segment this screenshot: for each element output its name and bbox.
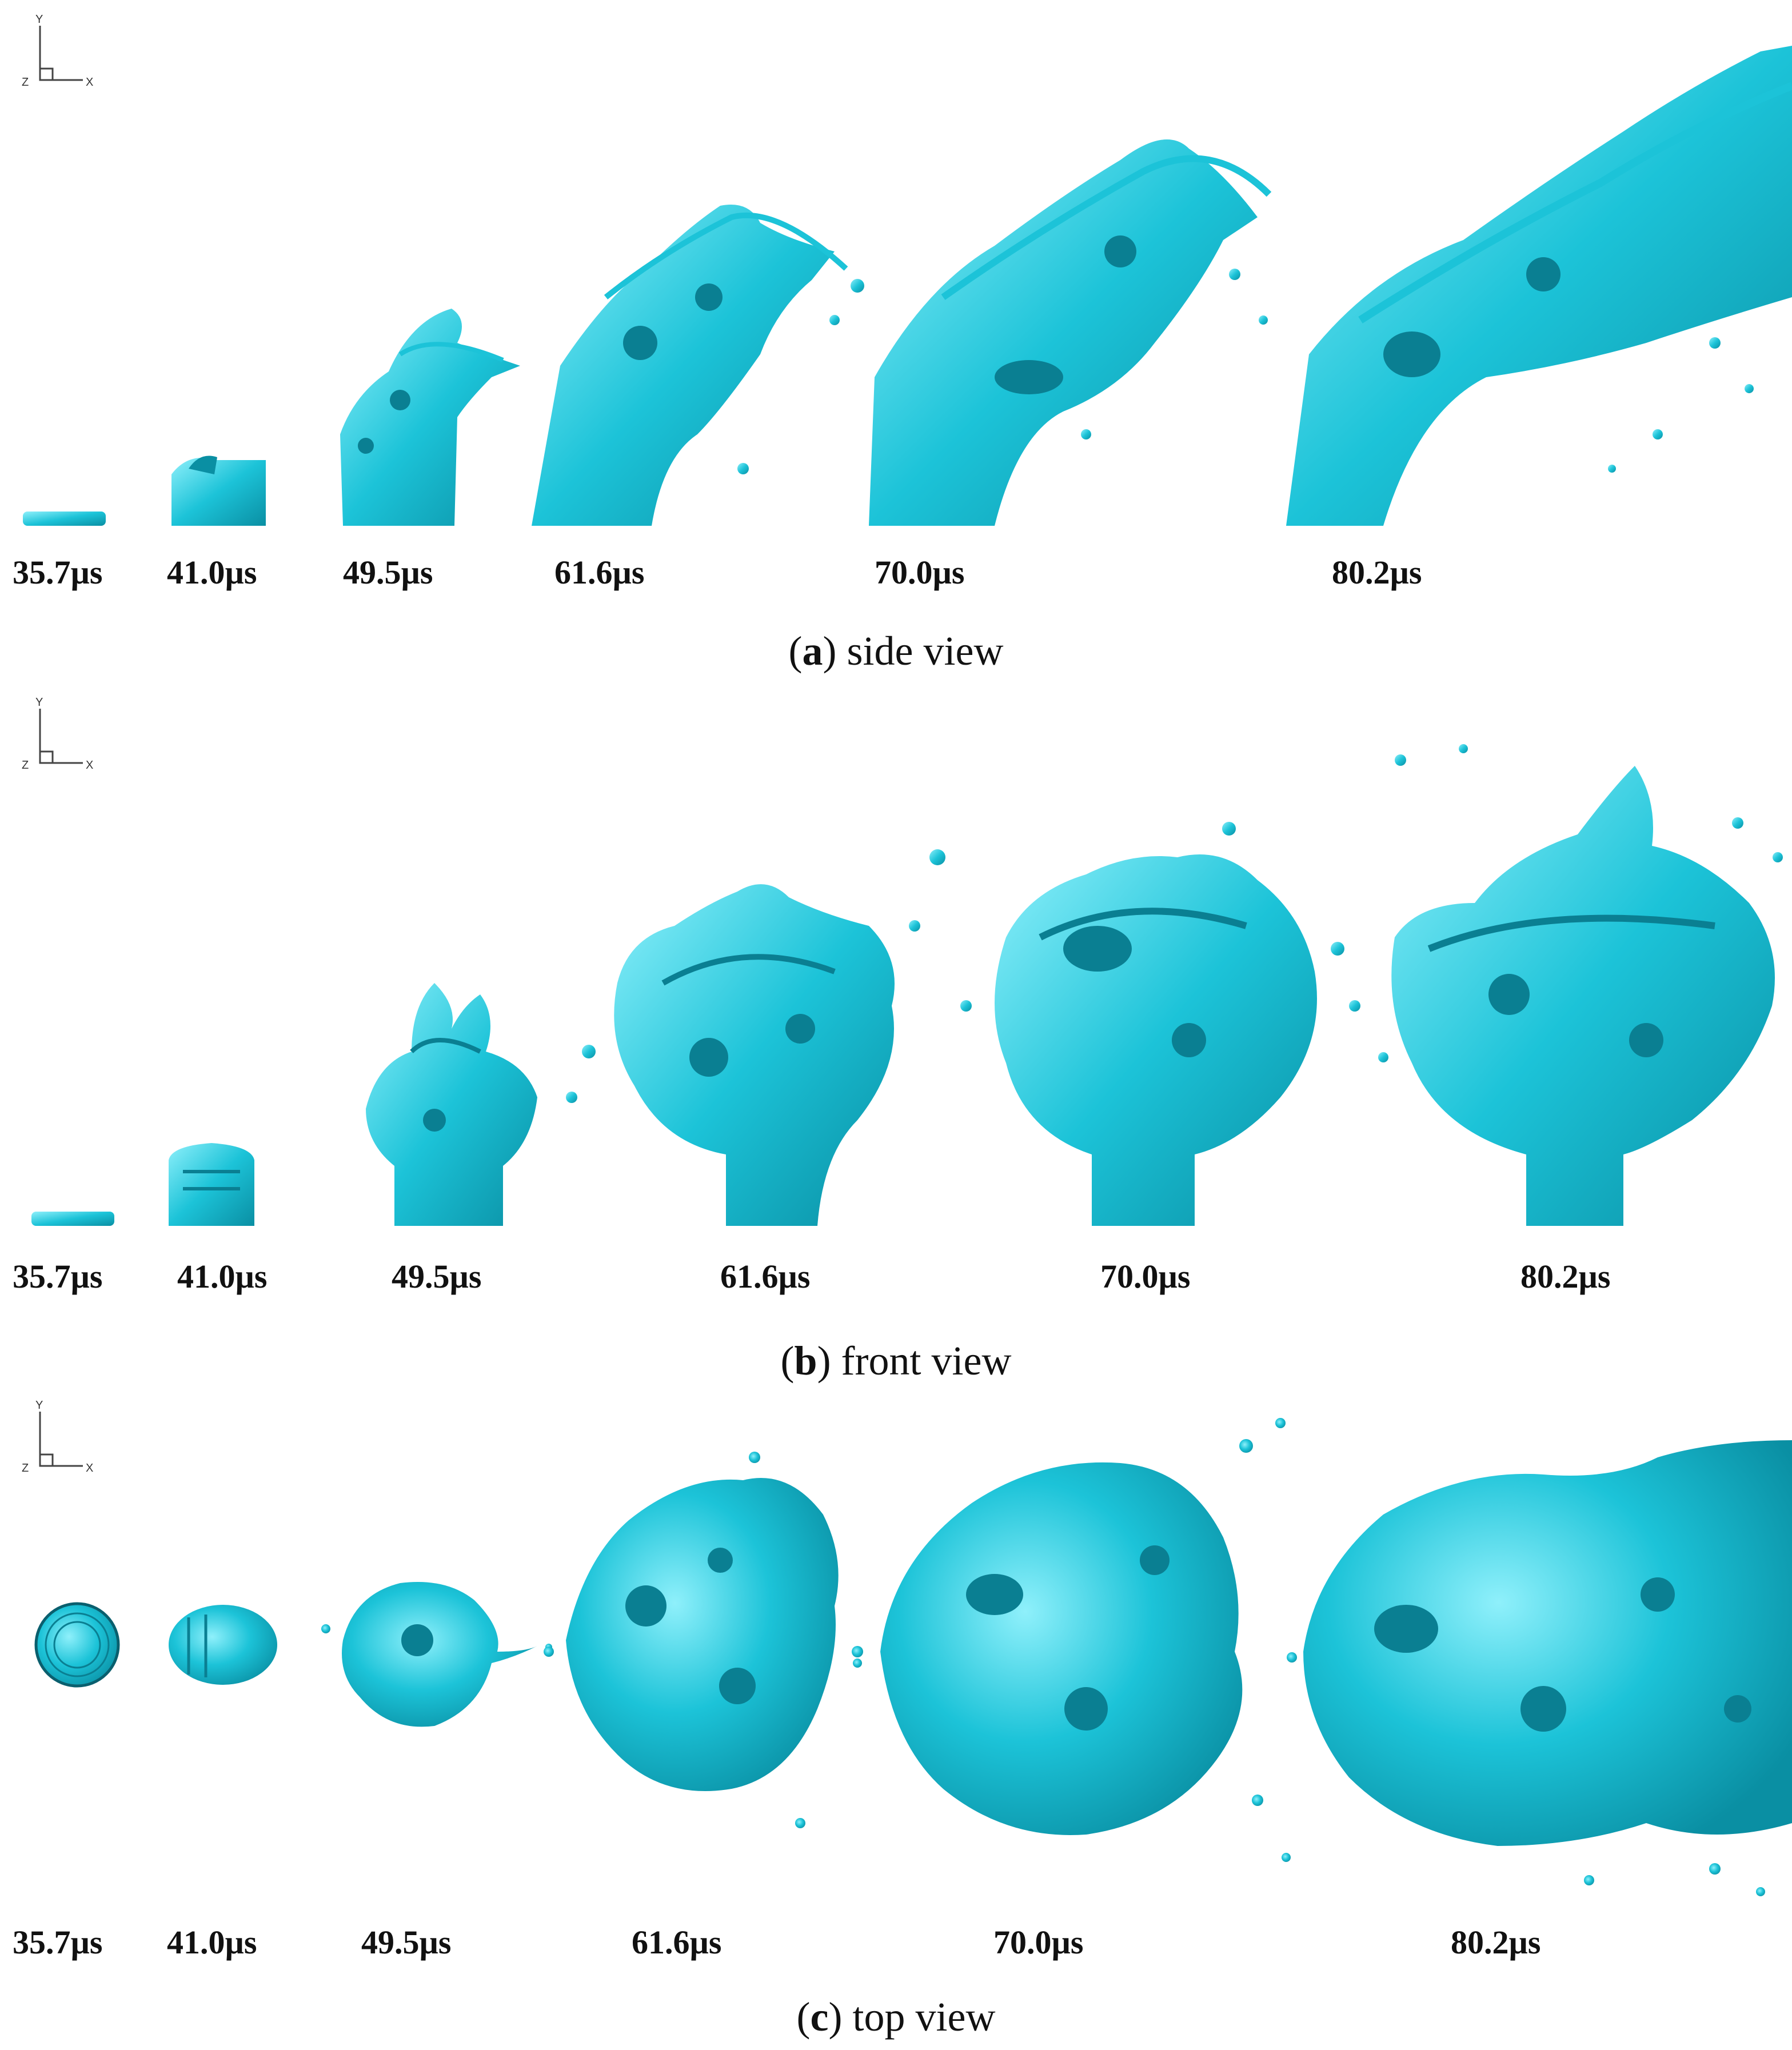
jet-shape-top-4 <box>544 1452 863 1828</box>
axis-triad-icon <box>39 26 83 81</box>
jet-shape-side-4 <box>532 205 864 526</box>
front-view-image: Y X Z <box>22 696 1783 1226</box>
axis-x-glyph: X <box>86 76 93 89</box>
time-label: 70.0µs <box>993 1924 1084 1961</box>
jet-shape-side-5 <box>869 139 1272 526</box>
jet-shape-top-2 <box>169 1605 277 1685</box>
time-label: 80.2µs <box>1332 554 1422 591</box>
panel-top-view: Y X Z <box>0 1389 1792 2050</box>
jet-shape-top-3 <box>321 1582 552 1727</box>
panel-caption-text: side view <box>847 628 1004 674</box>
time-label: 61.6µs <box>720 1258 811 1295</box>
jet-shape-front-5 <box>960 822 1360 1226</box>
time-label: 41.0µs <box>167 554 257 591</box>
axis-x-glyph: X <box>86 1462 93 1474</box>
time-label: 41.0µs <box>177 1258 268 1295</box>
side-view-image: Y X Z <box>22 13 1792 526</box>
jet-shape-side-6 <box>1286 46 1792 526</box>
axis-triad-icon <box>39 709 83 764</box>
time-label: 35.7µs <box>13 554 103 591</box>
time-label: 70.0µs <box>875 554 965 591</box>
time-label: 61.6µs <box>554 554 645 591</box>
panel-letter: c <box>810 1994 829 2040</box>
panel-caption: (c) top view <box>796 1994 996 2040</box>
time-label: 41.0µs <box>167 1924 257 1961</box>
panel-caption: (b) front view <box>780 1338 1012 1384</box>
jet-shape-front-4 <box>566 849 945 1226</box>
jet-shape-top-1 <box>34 1602 120 1688</box>
panel-front-view: Y X Z <box>0 686 1792 1389</box>
axis-y-glyph: Y <box>35 1399 43 1412</box>
top-view-image: Y X Z <box>22 1399 1792 1896</box>
axis-z-glyph: Z <box>22 759 29 772</box>
time-label: 80.2µs <box>1451 1924 1541 1961</box>
jet-shape-front-6 <box>1378 744 1783 1226</box>
axis-y-glyph: Y <box>35 13 43 26</box>
axis-triad-icon <box>39 1412 83 1467</box>
jet-shape-front-1 <box>31 1212 114 1226</box>
axis-x-glyph: X <box>86 759 93 772</box>
panel-side-view: Y X Z <box>0 0 1792 686</box>
jet-shape-top-5 <box>853 1418 1291 1862</box>
jet-shape-front-3 <box>366 983 537 1226</box>
panel-letter: b <box>794 1338 817 1384</box>
jet-shape-front-2 <box>169 1143 254 1226</box>
time-label: 49.5µs <box>361 1924 452 1961</box>
axis-z-glyph: Z <box>22 76 29 89</box>
time-label: 61.6µs <box>632 1924 722 1961</box>
time-label: 70.0µs <box>1100 1258 1191 1295</box>
jet-shape-top-6 <box>1287 1440 1792 1896</box>
panel-caption: (a) side view <box>788 628 1004 674</box>
panel-caption-text: front view <box>841 1338 1012 1384</box>
axis-z-glyph: Z <box>22 1462 29 1474</box>
time-label: 80.2µs <box>1520 1258 1611 1295</box>
panel-letter: a <box>802 628 823 674</box>
jet-shape-side-1 <box>23 511 106 526</box>
time-label: 49.5µs <box>343 554 433 591</box>
time-label: 35.7µs <box>13 1924 103 1961</box>
jet-shape-side-2 <box>171 455 266 526</box>
time-label: 35.7µs <box>13 1258 103 1295</box>
axis-y-glyph: Y <box>35 696 43 709</box>
time-label: 49.5µs <box>392 1258 482 1295</box>
jet-shape-side-3 <box>340 309 520 526</box>
panel-caption-text: top view <box>852 1994 996 2040</box>
